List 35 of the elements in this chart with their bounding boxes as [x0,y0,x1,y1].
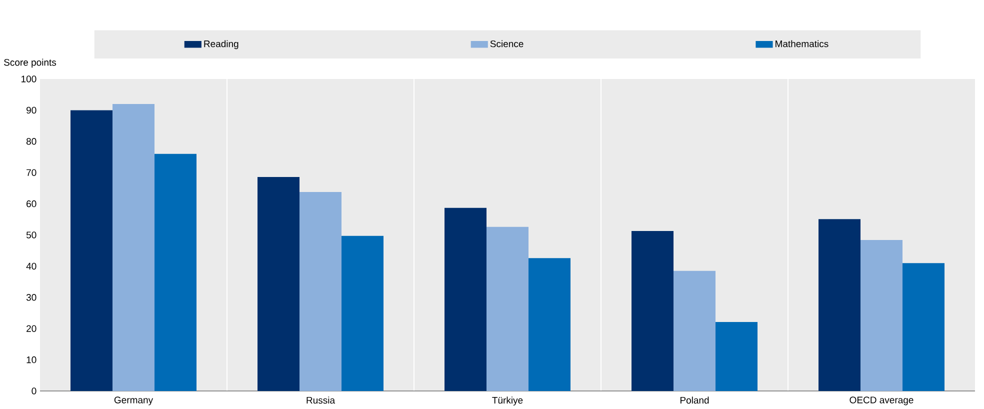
bar [486,227,529,392]
legend-label: Reading [204,40,238,50]
bar [902,263,945,392]
bar [112,104,155,392]
y-tick-label: 10 [26,356,36,364]
bar [342,236,384,392]
x-tick-label: Poland [680,396,709,404]
y-tick-label: 90 [26,107,36,114]
bar [860,240,903,392]
y-axis-title: Score points [4,58,56,68]
y-tick-label: 60 [26,200,36,208]
y-tick-label: 50 [26,232,36,239]
bar [154,154,197,392]
x-tick-label: Türkiye [492,396,523,406]
bar [300,192,342,392]
y-tick-label: 70 [26,169,36,176]
bar [444,208,487,392]
bar [632,231,674,392]
y-tick-label: 80 [26,138,36,145]
bar [70,110,113,392]
bar [818,219,861,392]
x-tick-label: Russia [306,396,336,404]
bar [716,322,758,392]
y-tick-label: 100 [22,76,36,83]
y-tick-label: 30 [26,294,36,301]
y-tick-label: 40 [26,263,36,270]
bar [674,271,716,392]
y-tick-label: 20 [26,325,36,332]
legend-label: Mathematics [776,40,828,48]
x-tick-label: Germany [114,396,154,406]
y-tick-label: 0 [32,388,36,395]
x-tick-label: OECD average [850,396,914,406]
legend-label: Science [490,40,524,48]
bar [258,177,300,392]
bar [528,258,571,392]
